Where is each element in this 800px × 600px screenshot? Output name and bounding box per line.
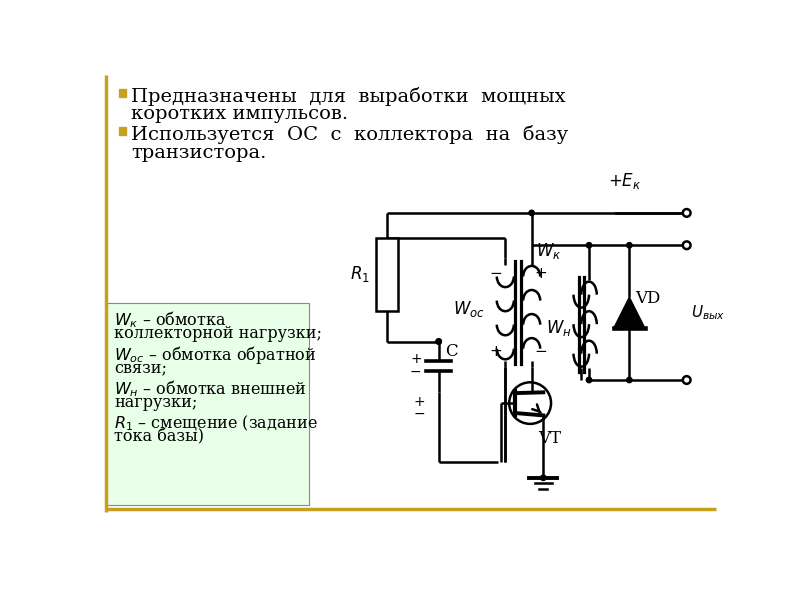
Text: −: − <box>410 365 422 379</box>
Text: $W_к$ – обмотка: $W_к$ – обмотка <box>114 309 226 330</box>
Text: +: + <box>410 352 422 366</box>
Text: $W_{ос}$: $W_{ос}$ <box>454 299 485 319</box>
FancyBboxPatch shape <box>106 303 310 505</box>
Polygon shape <box>614 297 645 328</box>
Text: коротких импульсов.: коротких импульсов. <box>131 105 348 123</box>
Circle shape <box>529 210 534 215</box>
Text: C: C <box>445 343 458 360</box>
Text: −: − <box>490 266 502 281</box>
Text: +: + <box>534 266 546 281</box>
Text: $R_1$: $R_1$ <box>350 264 370 284</box>
Text: +: + <box>490 344 502 359</box>
Text: VD: VD <box>635 290 661 307</box>
Text: транзистора.: транзистора. <box>131 143 266 161</box>
Text: коллекторной нагрузки;: коллекторной нагрузки; <box>114 325 322 341</box>
Circle shape <box>626 242 632 248</box>
Text: $U_{вых}$: $U_{вых}$ <box>691 303 726 322</box>
Text: −: − <box>413 407 425 421</box>
Text: $W_{ос}$ – обмотка обратной: $W_{ос}$ – обмотка обратной <box>114 344 316 366</box>
Text: связи;: связи; <box>114 359 167 376</box>
Circle shape <box>626 377 632 383</box>
Text: Используется  ОС  с  коллектора  на  базу: Используется ОС с коллектора на базу <box>131 125 568 144</box>
Circle shape <box>586 377 592 383</box>
Text: $W_н$: $W_н$ <box>546 318 571 338</box>
Circle shape <box>586 242 592 248</box>
Text: нагрузки;: нагрузки; <box>114 394 198 411</box>
Circle shape <box>436 339 442 344</box>
Text: −: − <box>534 344 546 359</box>
Text: $+E_к$: $+E_к$ <box>608 172 641 191</box>
Bar <box>376 238 398 311</box>
Text: $W_к$: $W_к$ <box>535 241 561 260</box>
Text: тока базы): тока базы) <box>114 428 204 446</box>
Bar <box>118 89 126 97</box>
Text: VT: VT <box>538 430 561 447</box>
Text: Предназначены  для  выработки  мощных: Предназначены для выработки мощных <box>131 86 566 106</box>
Circle shape <box>436 339 442 344</box>
Text: +: + <box>413 395 425 409</box>
Text: $R_1$ – смещение (задание: $R_1$ – смещение (задание <box>114 413 318 433</box>
Circle shape <box>541 475 546 481</box>
Bar <box>118 127 126 135</box>
Text: $W_н$ – обмотка внешней: $W_н$ – обмотка внешней <box>114 379 306 399</box>
